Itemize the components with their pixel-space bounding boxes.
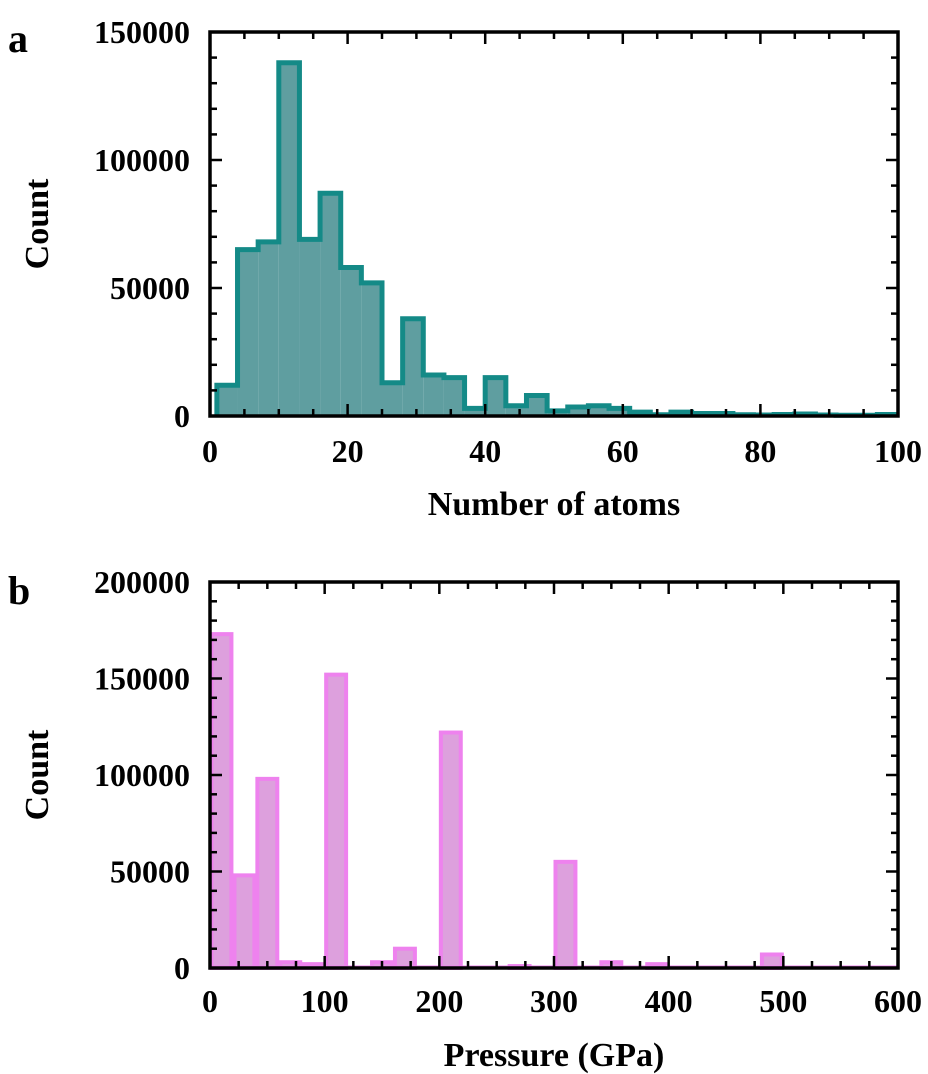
panel-a-ticks: 0 20 40 60 80 100 0 50000 100000 150000 [94, 14, 922, 469]
panel-a-x-tick-label: 20 [332, 433, 364, 469]
panel-a-bar-8 [382, 382, 403, 416]
panel-b-letter: b [8, 568, 30, 613]
panel-a-bar-12 [464, 408, 486, 416]
panel-b-ticks: 0 100 200 300 400 500 600 0 50000 100000 150000 200… [94, 564, 922, 1019]
panel-b-x-axis-label: Pressure (GPa) [444, 1037, 665, 1074]
panel-a-bar-11 [443, 377, 465, 416]
panel-b-x-tick-label: 600 [874, 983, 922, 1019]
panel-a-bar-15 [526, 395, 548, 416]
panel-b-x-tick-label: 400 [645, 983, 693, 1019]
panel-b-bars [209, 632, 898, 971]
panel-a-y-tick-label: 0 [174, 398, 190, 434]
panel-b-bar-5 [324, 672, 349, 970]
panel-a-y-tick-label: 150000 [94, 14, 190, 50]
panel-b-x-tick-label: 500 [759, 983, 807, 1019]
panel-a-x-tick-label: 80 [744, 433, 776, 469]
panel-a-bar-14 [505, 405, 527, 416]
panel-a-bar-6 [340, 267, 362, 416]
panel-a-bar-1 [237, 249, 259, 416]
panel-a-bar-19 [609, 408, 630, 416]
panel-b-y-tick-label: 150000 [94, 661, 190, 697]
panel-b-bar-0 [209, 632, 234, 970]
panel-b-x-tick-label: 300 [530, 983, 578, 1019]
panel-b-x-tick-label: 0 [202, 983, 218, 1019]
panel-a-bar-7 [361, 282, 382, 416]
panel-a-letter: a [8, 16, 28, 61]
panel-a-bar-5 [320, 193, 341, 416]
panel-a-bar-13 [485, 377, 506, 416]
panel-a-y-tick-label: 100000 [94, 142, 190, 178]
panel-a-bar-2 [258, 241, 279, 416]
panel-a-x-tick-label: 0 [202, 433, 218, 469]
panel-a-bar-4 [299, 239, 321, 416]
panel-b-y-axis-label: Count [19, 729, 56, 820]
panel-a-bar-9 [402, 318, 424, 416]
panel-b-bar-1 [232, 873, 257, 970]
panel-b-bar-15 [553, 859, 578, 970]
panel-b-y-tick-label: 100000 [94, 757, 190, 793]
panel-a-y-axis-label: Count [19, 178, 56, 269]
panel-a-x-tick-label: 100 [874, 433, 922, 469]
panel-a-bar-16 [547, 410, 568, 416]
panel-b-x-tick-label: 200 [415, 983, 463, 1019]
panel-a-x-tick-label: 40 [469, 433, 501, 469]
panel-b-x-tick-label: 100 [301, 983, 349, 1019]
panel-a-bar-17 [567, 407, 589, 416]
panel-b-y-tick-label: 200000 [94, 564, 190, 600]
panel-a-x-axis-label: Number of atoms [428, 486, 680, 523]
panel-a-x-tick-label: 60 [607, 433, 639, 469]
panel-a-y-tick-label: 50000 [110, 270, 190, 306]
panel-b-pressure-histogram: b 0 100 200 300 400 500 600 0 50000 100000 150000 2… [8, 564, 922, 1074]
panel-b-y-tick-label: 50000 [110, 854, 190, 890]
panel-a-bar-18 [588, 405, 610, 416]
panel-a-number-of-atoms-histogram: a 0 20 40 60 80 100 0 50000 100000 150000 Number … [8, 14, 922, 523]
panel-a-bar-10 [423, 375, 444, 416]
panel-a-bar-0 [216, 385, 238, 416]
panel-b-bar-10 [438, 730, 463, 970]
panel-b-bar-2 [255, 776, 280, 970]
panel-a-bar-3 [278, 62, 300, 416]
panel-a-bars [214, 60, 898, 418]
panel-b-y-tick-label: 0 [174, 950, 190, 986]
